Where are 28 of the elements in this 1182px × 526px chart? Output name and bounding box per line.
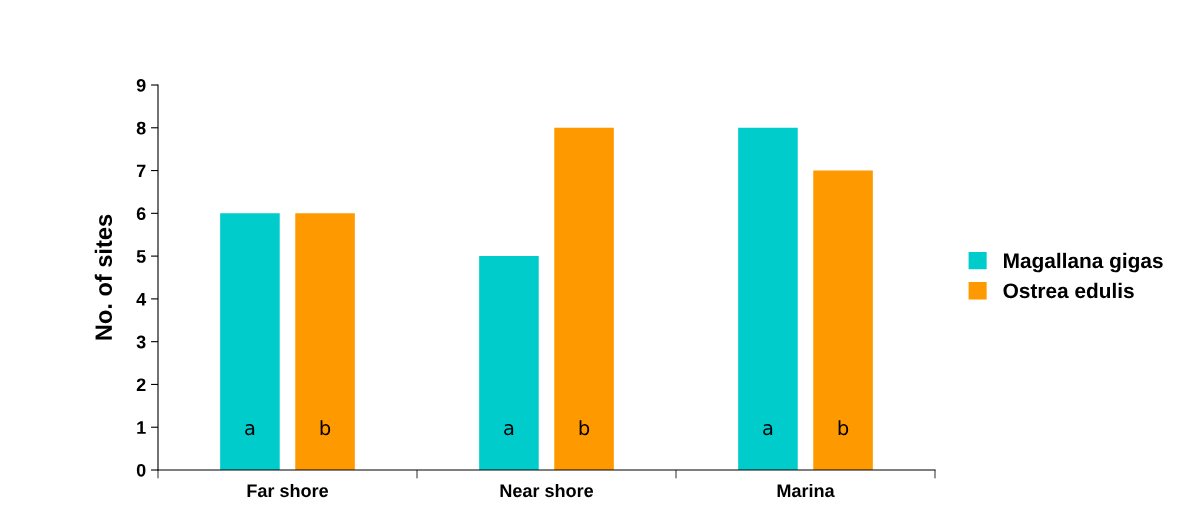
- x-tick-label: Far shore: [247, 483, 329, 498]
- y-tick-label: 1: [137, 421, 146, 434]
- y-axis-title: No. of sites: [94, 214, 113, 340]
- data-label: b: [579, 420, 590, 436]
- y-tick-label: 3: [136, 335, 146, 349]
- data-label: a: [763, 424, 773, 436]
- bar: [738, 127, 798, 470]
- data-label: a: [504, 424, 514, 436]
- y-tick-label: 4: [136, 293, 147, 306]
- bar: [479, 256, 539, 470]
- legend-label: Magallana gigas: [1004, 252, 1163, 273]
- y-tick-label: 7: [136, 164, 146, 178]
- y-tick-label: 6: [136, 207, 146, 221]
- y-tick-label: 0: [136, 463, 146, 477]
- data-label: b: [838, 420, 849, 436]
- x-tick-label: Near shore: [500, 483, 594, 498]
- y-tick-label: 2: [136, 378, 146, 391]
- bar: [220, 213, 280, 470]
- bar: [554, 127, 614, 470]
- y-tick-label: 5: [136, 250, 146, 263]
- bar: [813, 170, 873, 470]
- data-label: b: [320, 420, 331, 436]
- legend-label: Ostrea edulis: [1003, 282, 1134, 299]
- x-tick-label: Marina: [777, 483, 835, 498]
- y-tick-label: 8: [136, 121, 146, 135]
- data-label: a: [245, 424, 255, 436]
- bar: [295, 213, 355, 470]
- y-tick-label: 9: [136, 78, 146, 92]
